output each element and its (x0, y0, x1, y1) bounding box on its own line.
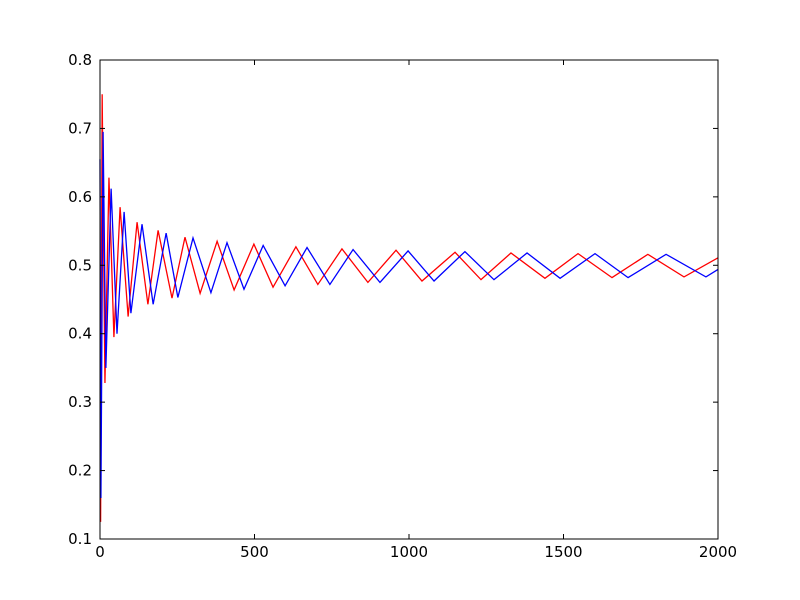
line-series (99, 94, 719, 522)
x-tick-label: 1000 (390, 543, 428, 561)
y-tick-label: 0.2 (68, 462, 92, 480)
y-tick-label: 0.8 (68, 51, 92, 69)
y-tick-label: 0.6 (68, 188, 92, 206)
y-tick-label: 0.3 (68, 393, 92, 411)
line-series (99, 131, 719, 498)
x-tick-label: 1500 (544, 543, 582, 561)
x-tick-label: 0 (95, 543, 105, 561)
y-tick-label: 0.7 (68, 119, 92, 137)
x-tick-label: 500 (240, 543, 269, 561)
y-tick-label: 0.1 (68, 530, 92, 548)
x-tick-label: 2000 (699, 543, 737, 561)
y-tick-label: 0.4 (68, 325, 92, 343)
y-tick-label: 0.5 (68, 256, 92, 274)
